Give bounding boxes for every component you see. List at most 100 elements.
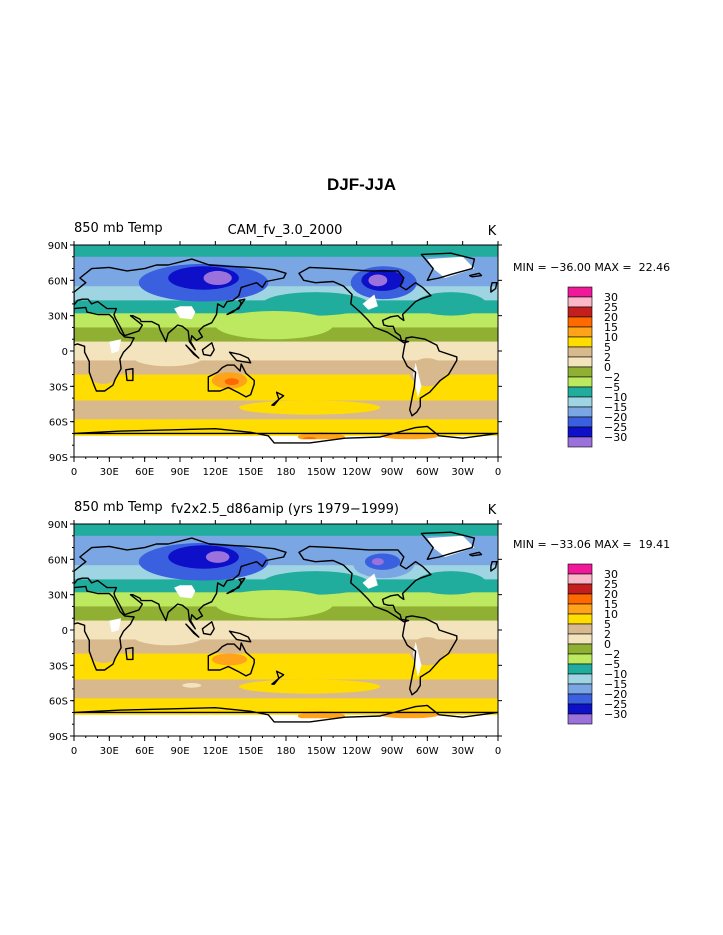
y-tick-label: 90S [49,453,68,464]
coastline-11 [228,351,252,364]
x-tick-label: 90W [381,467,404,478]
x-tick-label: 120E [203,746,228,757]
coastline-1 [74,306,135,392]
x-tick-label: 150E [238,467,263,478]
panel-2-units: K [488,503,497,518]
atl-teal [415,292,487,316]
afr-tan [89,644,118,663]
legend-swatch [567,683,593,695]
legend-swatch [567,563,593,575]
legend-label: 2 [604,351,611,364]
atl-teal [415,571,487,595]
coastline-12 [125,646,134,661]
coastline-13 [271,391,285,406]
legend-label: −15 [604,678,627,691]
aus-red [224,378,239,386]
coastline-11 [228,630,252,643]
x-tick-label: 120W [342,467,371,478]
missing-region-3 [109,339,122,354]
coastline-10 [201,621,215,636]
legend-swatch [567,356,593,368]
legend-label: 0 [604,638,611,651]
legend-swatch [567,286,593,298]
y-tick-label: 60S [49,697,68,708]
legend-swatch [567,593,593,605]
legend-label: −20 [604,411,627,424]
x-tick-label: 90E [170,467,189,478]
panel-1-center-string: CAM_fv_3.0_2000 [228,223,343,238]
legend-label: −5 [604,658,620,671]
panel-1-map-area [74,245,498,457]
namer-core [368,274,388,287]
y-tick-label: 90N [48,520,68,531]
coastline-5 [420,531,476,561]
missing-region-0 [174,306,196,320]
x-tick-label: 30W [451,746,474,757]
legend-swatch [567,653,593,665]
legend-label: 30 [604,568,618,581]
legend-swatch [567,603,593,615]
legend-swatch [567,713,593,725]
legend-swatch [567,396,593,408]
x-tick-label: 180 [276,746,295,757]
legend-swatch [567,643,593,655]
legend-swatch [567,623,593,635]
legend-label: 20 [604,311,618,324]
missing-region-3 [109,618,122,633]
coastline-6 [74,425,498,444]
x-tick-label: 0 [495,467,501,478]
legend-swatch [567,296,593,308]
map-panel-1-svg: 850 mb Temp CAM_fv_3.0_2000 K MIN = −36.… [48,221,670,478]
x-tick-label: 30E [100,746,119,757]
coastline-7 [226,298,246,316]
x-tick-label: 90W [381,746,404,757]
legend-label: 10 [604,331,618,344]
band-11 [74,427,498,437]
y-tick-label: 90N [48,241,68,252]
legend-label: −30 [604,431,627,444]
coastline-6 [74,704,498,723]
coastline-5 [420,252,476,282]
legend-swatch [567,416,593,428]
legend-swatch [567,346,593,358]
missing-region-1 [362,573,378,589]
missing-region-5 [74,718,498,736]
x-tick-label: 150W [307,746,336,757]
y-tick-label: 30S [49,661,68,672]
coastline-9 [185,344,200,359]
coastline-8 [490,281,498,293]
panel-1-min-max: MIN = −36.00 MAX = 22.46 [513,261,670,274]
x-tick-label: 120W [342,746,371,757]
so-yellow [238,400,381,415]
x-tick-label: 90E [170,746,189,757]
legend-label: 5 [604,618,611,631]
x-tick-label: 150W [307,467,336,478]
y-tick-label: 30N [48,312,68,323]
coastline-10 [201,342,215,357]
x-tick-label: 30E [100,467,119,478]
coastline-0 [74,537,287,630]
legend-swatch [567,436,593,448]
legend-label: 15 [604,598,618,611]
band-0 [74,524,498,537]
legend-swatch [567,386,593,398]
indian-tan [132,347,204,367]
legend-label: 25 [604,578,618,591]
aus-orange [211,653,248,666]
legend-swatch [567,326,593,338]
missing-region-1 [362,294,378,310]
legend-label: −2 [604,371,620,384]
y-tick-label: 30N [48,591,68,602]
legend-swatch [567,583,593,595]
legend-label: 15 [604,321,618,334]
so-cream [182,683,202,688]
coastline-4 [207,363,255,398]
y-tick-label: 60S [49,418,68,429]
x-tick-label: 60W [416,746,439,757]
coastline-3 [401,615,458,696]
y-tick-label: 60N [48,276,68,287]
legend-swatch [567,663,593,675]
legend-label: −15 [604,401,627,414]
